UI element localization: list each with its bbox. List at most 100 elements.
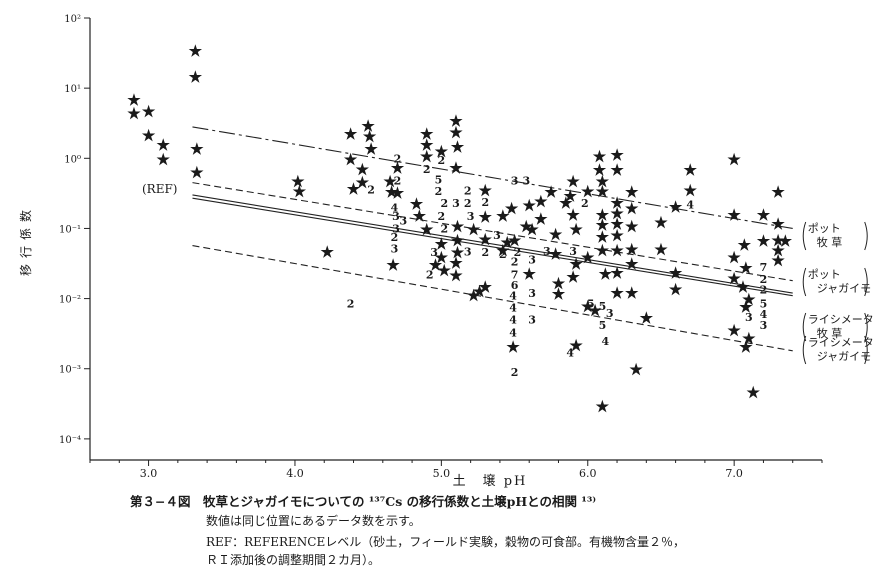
data-point: ★ [669, 264, 683, 282]
data-point: ★ [391, 159, 405, 177]
data-count: 3 [760, 319, 768, 332]
data-count: 5 [760, 298, 768, 311]
data-point: ★ [451, 138, 465, 156]
data-point: ★ [581, 248, 595, 266]
data-point: ★ [420, 136, 434, 154]
data-count: 4 [601, 335, 609, 348]
data-point: ★ [581, 297, 595, 315]
x-tick-label: 7.0 [725, 467, 743, 480]
data-point: ★ [479, 181, 493, 199]
y-tick-label: 10⁻¹ [59, 224, 81, 235]
ref-label: (REF) [142, 182, 177, 196]
data-point: ★ [467, 286, 481, 304]
line-label: ジャガイモ [817, 350, 871, 363]
data-point: ★ [429, 256, 443, 274]
data-point: ★ [596, 397, 610, 415]
data-point: ★ [505, 199, 519, 217]
data-count: 3 [528, 314, 536, 327]
data-count: 4 [509, 314, 517, 327]
data-count: 3 [522, 175, 530, 188]
data-point: ★ [549, 225, 563, 243]
data-point: ★ [563, 187, 577, 205]
regression-line [192, 245, 793, 352]
data-count: 2 [394, 175, 402, 188]
x-tick-label: 3.0 [140, 467, 158, 480]
line-label: ジャガイモ [817, 282, 871, 295]
data-count: 3 [430, 246, 438, 259]
line-label: 牧 草 [817, 326, 843, 340]
data-point: ★ [610, 204, 624, 222]
data-point: ★ [593, 161, 607, 179]
data-point: ★ [479, 208, 493, 226]
data-point: ★ [522, 265, 536, 283]
data-point: ★ [559, 194, 573, 212]
data-count: 3 [391, 242, 399, 255]
data-count: 4 [509, 301, 517, 314]
data-point: ★ [525, 220, 539, 238]
data-point: ★ [413, 207, 427, 225]
data-point: ★ [363, 128, 377, 146]
data-point: ★ [190, 140, 204, 158]
data-point: ★ [654, 214, 668, 232]
data-count: 2 [391, 231, 399, 244]
data-point: ★ [534, 193, 548, 211]
data-point: ★ [625, 199, 639, 217]
data-count: 2 [440, 197, 448, 210]
data-point: ★ [544, 183, 558, 201]
data-point: ★ [410, 195, 424, 213]
data-point: ★ [610, 284, 624, 302]
data-point: ★ [520, 218, 534, 236]
y-tick-label: 10² [64, 14, 81, 25]
data-count: 3 [543, 245, 551, 258]
tick-marks: 3.0 4.0 5.0 6.0 7.0 10² 10¹ 10⁰ 10⁻¹ 10⁻² 10⁻³ 10⁻⁴ [59, 14, 823, 480]
data-count: 6 [511, 279, 519, 292]
data-point: ★ [610, 226, 624, 244]
data-point: ★ [596, 182, 610, 200]
data-count: 4 [566, 347, 574, 360]
data-count: 3 [511, 175, 519, 188]
data-point: ★ [739, 338, 753, 356]
data-count: 2 [435, 185, 443, 198]
data-point: ★ [356, 160, 370, 178]
data-count: 3 [493, 229, 501, 242]
data-count: 4 [760, 308, 768, 321]
data-count: 2 [464, 197, 472, 210]
line-label: ライシメータ [808, 313, 874, 326]
data-point: ★ [391, 184, 405, 202]
data-point: ★ [684, 181, 698, 199]
data-point: ★ [496, 242, 510, 260]
data-point: ★ [625, 183, 639, 201]
data-point: ★ [569, 255, 583, 273]
data-point: ★ [156, 150, 170, 168]
data-count: 3 [528, 254, 536, 267]
data-point: ★ [142, 103, 156, 121]
data-point: ★ [742, 329, 756, 347]
data-point: ★ [654, 240, 668, 258]
data-point: ★ [479, 278, 493, 296]
data-count: 2 [423, 163, 431, 176]
data-count: 3 [569, 245, 577, 258]
y-tick-label: 10¹ [64, 84, 81, 95]
y-tick-label: 10⁻⁴ [59, 435, 81, 446]
data-point: ★ [629, 361, 643, 379]
data-point: ★ [142, 126, 156, 144]
data-count: 2 [426, 269, 434, 282]
chart: 3.0 4.0 5.0 6.0 7.0 10² 10¹ 10⁰ 10⁻¹ 10⁻² 10⁻³ 10⁻⁴… [18, 14, 874, 489]
regression-line [192, 182, 793, 282]
data-point: ★ [596, 242, 610, 260]
data-point: ★ [508, 231, 522, 249]
data-point: ★ [420, 147, 434, 165]
data-count: 4 [509, 326, 517, 339]
data-count: 2 [481, 246, 489, 259]
data-point: ★ [566, 268, 580, 286]
data-point: ★ [473, 283, 487, 301]
data-count: 2 [514, 246, 522, 259]
data-count: 4 [509, 290, 517, 303]
data-point: ★ [449, 112, 463, 130]
data-point: ★ [467, 220, 481, 238]
data-count: 3 [467, 210, 475, 223]
data-count: 2 [347, 298, 355, 311]
data-point: ★ [127, 91, 141, 109]
x-tick-label: 6.0 [579, 467, 597, 480]
